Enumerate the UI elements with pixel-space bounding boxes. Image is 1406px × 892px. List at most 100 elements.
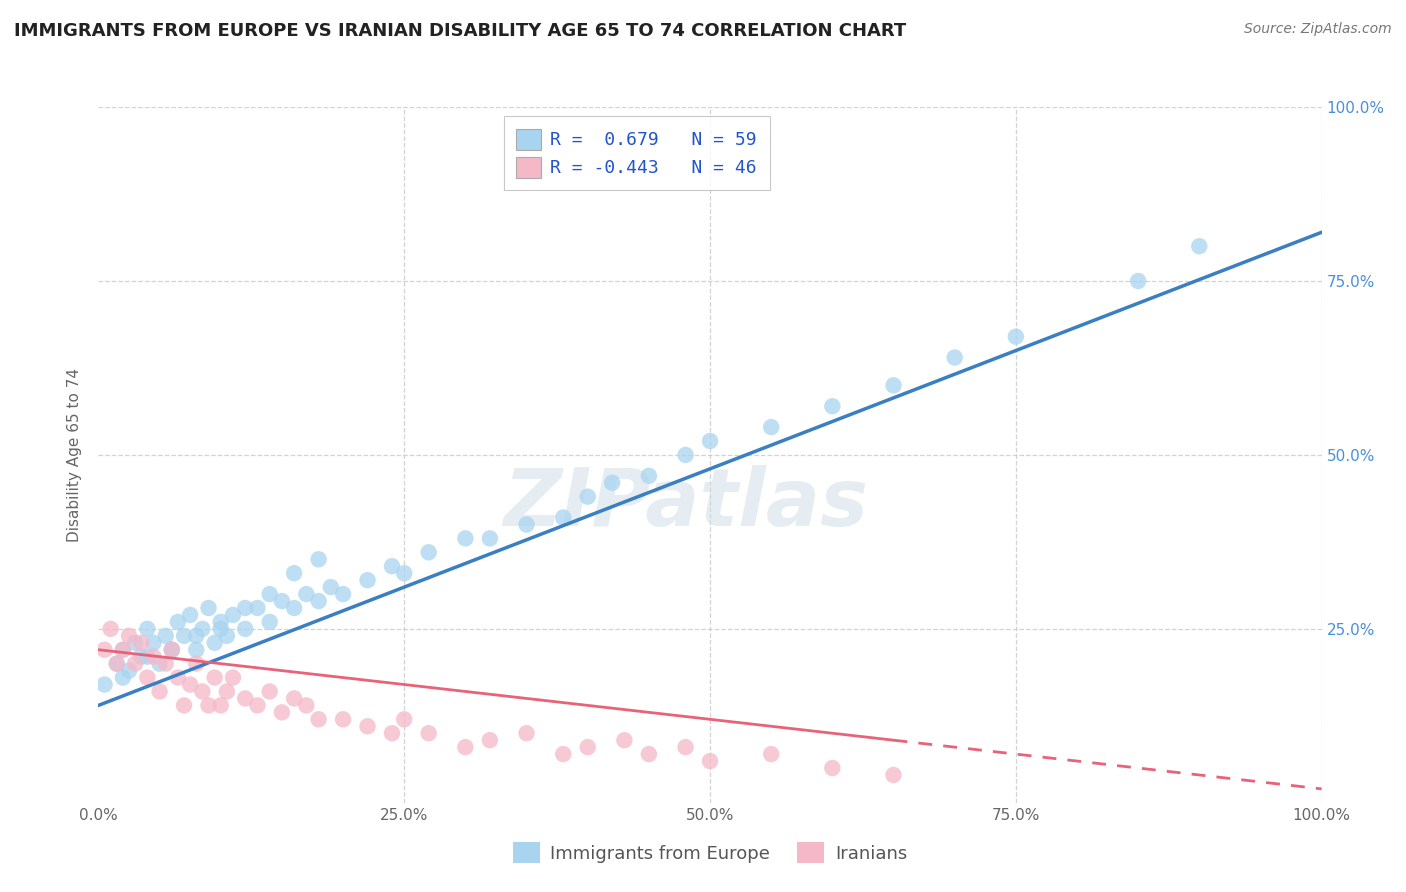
Point bbox=[118, 664, 141, 678]
Point bbox=[270, 706, 294, 720]
Point bbox=[283, 691, 305, 706]
Point bbox=[392, 566, 416, 581]
Point bbox=[418, 726, 440, 740]
Point bbox=[191, 622, 214, 636]
Text: ZIPatlas: ZIPatlas bbox=[503, 465, 868, 542]
Point bbox=[613, 733, 636, 747]
Point bbox=[699, 434, 721, 448]
Point bbox=[553, 510, 575, 524]
Point bbox=[454, 740, 477, 755]
Point bbox=[883, 768, 905, 782]
Point bbox=[381, 726, 404, 740]
Legend: Immigrants from Europe, Iranians: Immigrants from Europe, Iranians bbox=[505, 835, 915, 871]
Text: IMMIGRANTS FROM EUROPE VS IRANIAN DISABILITY AGE 65 TO 74 CORRELATION CHART: IMMIGRANTS FROM EUROPE VS IRANIAN DISABI… bbox=[14, 22, 907, 40]
Point bbox=[454, 532, 477, 546]
Point bbox=[233, 622, 256, 636]
Point bbox=[418, 545, 440, 559]
Point bbox=[179, 677, 201, 691]
Point bbox=[381, 559, 404, 574]
Point bbox=[155, 629, 177, 643]
Point bbox=[215, 684, 238, 698]
Point bbox=[553, 747, 575, 761]
Point bbox=[308, 594, 330, 608]
Point bbox=[943, 351, 966, 365]
Point bbox=[124, 636, 146, 650]
Point bbox=[295, 698, 318, 713]
Point bbox=[761, 420, 783, 434]
Point bbox=[111, 642, 134, 657]
Point bbox=[197, 698, 219, 713]
Point bbox=[478, 733, 501, 747]
Point bbox=[283, 601, 305, 615]
Point bbox=[222, 607, 245, 622]
Point bbox=[160, 642, 183, 657]
Point bbox=[111, 671, 134, 685]
Point bbox=[204, 636, 226, 650]
Point bbox=[160, 642, 183, 657]
Point bbox=[259, 615, 281, 629]
Point bbox=[600, 475, 623, 490]
Point bbox=[124, 657, 146, 671]
Point bbox=[295, 587, 318, 601]
Point bbox=[209, 622, 232, 636]
Point bbox=[1128, 274, 1150, 288]
Point bbox=[204, 671, 226, 685]
Point bbox=[100, 622, 122, 636]
Point bbox=[105, 657, 128, 671]
Point bbox=[105, 657, 128, 671]
Point bbox=[576, 740, 599, 755]
Point bbox=[246, 601, 269, 615]
Point bbox=[209, 615, 232, 629]
Point bbox=[136, 649, 159, 664]
Point bbox=[160, 642, 183, 657]
Point bbox=[1004, 329, 1026, 343]
Point bbox=[149, 657, 172, 671]
Point bbox=[149, 684, 172, 698]
Point bbox=[761, 747, 783, 761]
Point bbox=[516, 726, 538, 740]
Point bbox=[118, 629, 141, 643]
Point bbox=[233, 601, 256, 615]
Point bbox=[186, 642, 208, 657]
Point bbox=[142, 649, 165, 664]
Point bbox=[209, 698, 232, 713]
Point bbox=[308, 552, 330, 566]
Point bbox=[129, 636, 152, 650]
Point bbox=[821, 761, 844, 775]
Point bbox=[332, 587, 354, 601]
Point bbox=[1188, 239, 1211, 253]
Point bbox=[173, 629, 195, 643]
Point bbox=[222, 671, 245, 685]
Point bbox=[179, 607, 201, 622]
Point bbox=[191, 684, 214, 698]
Point bbox=[883, 378, 905, 392]
Point bbox=[270, 594, 294, 608]
Point bbox=[197, 601, 219, 615]
Point bbox=[186, 657, 208, 671]
Point bbox=[516, 517, 538, 532]
Y-axis label: Disability Age 65 to 74: Disability Age 65 to 74 bbox=[67, 368, 83, 542]
Point bbox=[186, 629, 208, 643]
Text: Source: ZipAtlas.com: Source: ZipAtlas.com bbox=[1244, 22, 1392, 37]
Point bbox=[675, 448, 697, 462]
Point bbox=[699, 754, 721, 768]
Point bbox=[155, 657, 177, 671]
Point bbox=[821, 399, 844, 413]
Point bbox=[308, 712, 330, 726]
Point bbox=[129, 649, 152, 664]
Point bbox=[93, 677, 115, 691]
Point bbox=[356, 573, 378, 587]
Point bbox=[478, 532, 501, 546]
Point bbox=[167, 615, 190, 629]
Point bbox=[638, 747, 661, 761]
Point bbox=[259, 587, 281, 601]
Point bbox=[392, 712, 416, 726]
Point bbox=[173, 698, 195, 713]
Point bbox=[93, 642, 115, 657]
Point bbox=[675, 740, 697, 755]
Point bbox=[215, 629, 238, 643]
Point bbox=[332, 712, 354, 726]
Point bbox=[319, 580, 342, 594]
Point bbox=[259, 684, 281, 698]
Point bbox=[136, 671, 159, 685]
